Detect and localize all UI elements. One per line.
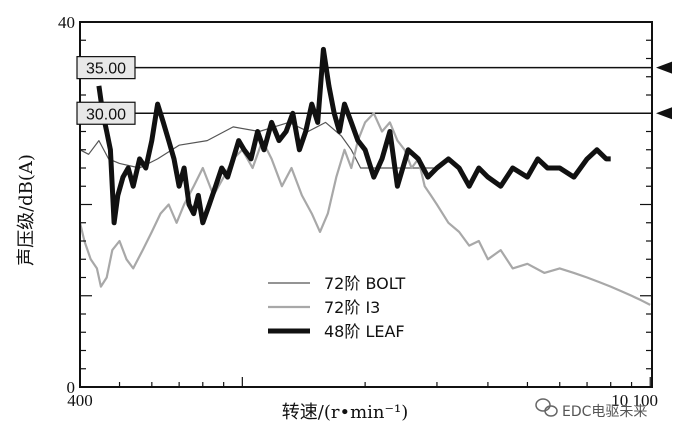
x-tick-label: 400 [67,391,93,410]
reference-label: 35.00 [76,56,136,80]
legend-label: 72阶 I3 [324,298,380,317]
x-tick-label: 10 100 [611,391,658,410]
reference-label: 30.00 [76,101,136,125]
y-axis-label: 声压级/dB(A) [16,154,37,266]
reference-marker [656,61,672,74]
y-tick-label: 0 [67,378,76,397]
svg-text:30.00: 30.00 [86,106,126,123]
legend-label: 48阶 LEAF [324,322,405,341]
wechat-icon [535,398,558,417]
legend-label: 72阶 BOLT [324,274,405,293]
x-axis-label: 转速/(r•min⁻¹) [282,402,408,423]
reference-marker [656,107,672,120]
watermark: EDC电驱未来 [535,398,647,420]
svg-text:35.00: 35.00 [86,61,126,78]
series-line-2 [78,112,651,306]
y-tick-label: 40 [58,13,75,32]
series-line-3 [96,46,611,226]
watermark-text: EDC电驱未来 [562,404,647,420]
